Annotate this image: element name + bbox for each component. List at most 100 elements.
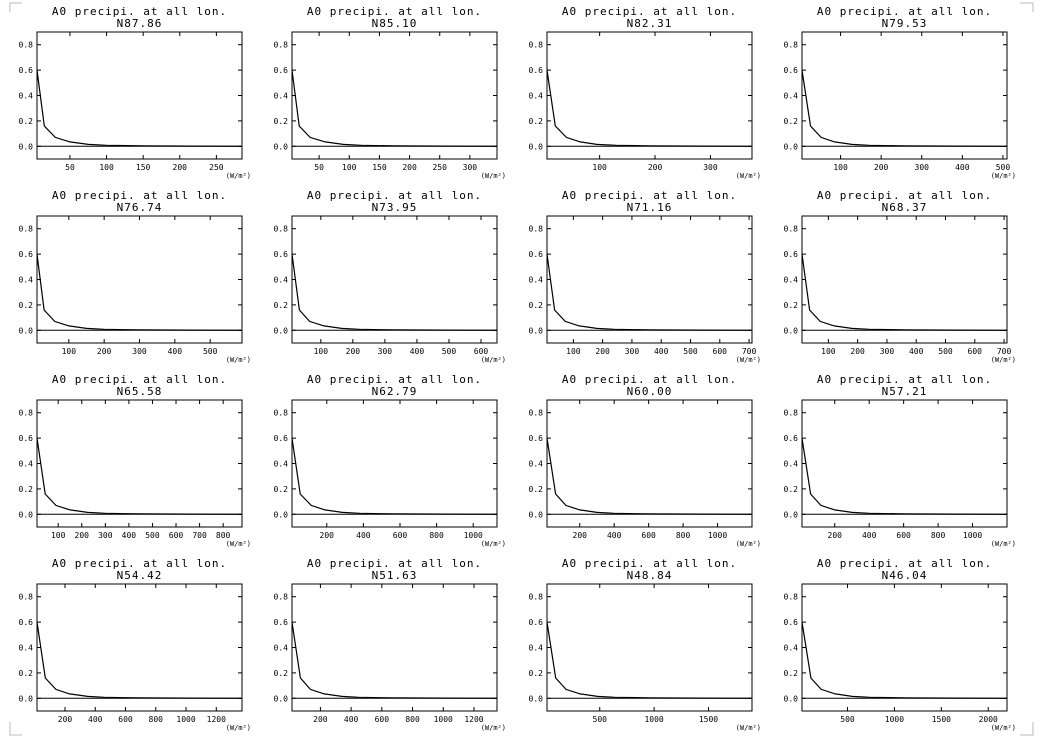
plot-frame — [546, 399, 753, 528]
plot-frame — [36, 215, 243, 344]
chart-title: A0 precipi. at all lon. — [307, 373, 482, 386]
y-tick-label: 0.0 — [784, 694, 799, 703]
x-tick-label: 300 — [98, 531, 113, 540]
x-tick-label: 400 — [356, 531, 371, 540]
y-tick-label: 0.6 — [274, 66, 289, 75]
plot-frame — [291, 399, 498, 528]
series-line — [801, 254, 1008, 331]
chart-subtitle: N85.10 — [372, 17, 418, 30]
y-tick-label: 0.6 — [529, 250, 544, 259]
y-tick-label: 0.2 — [19, 485, 34, 494]
x-tick-label: 100 — [566, 347, 581, 356]
chart-subtitle: N65.58 — [117, 385, 163, 398]
x-tick-label: 200 — [874, 163, 889, 172]
x-tick-label: 300 — [378, 347, 393, 356]
chart-panel: A0 precipi. at all lon.N71.16 0.0 0.2 0.4 0.… — [529, 189, 761, 364]
y-tick-label: 0.2 — [19, 301, 34, 310]
y-tick-label: 0.2 — [274, 669, 289, 678]
chart-title: A0 precipi. at all lon. — [562, 189, 737, 202]
x-tick-label: 600 — [896, 531, 911, 540]
series-line — [546, 70, 753, 147]
x-tick-label: 250 — [432, 163, 447, 172]
y-tick-label: 0.2 — [19, 117, 34, 126]
x-tick-label: 400 — [88, 715, 103, 724]
x-tick-label: 200 — [320, 531, 335, 540]
y-tick-label: 0.6 — [529, 434, 544, 443]
panels: A0 precipi. at all lon.N87.860.00.20.40.… — [19, 5, 1016, 732]
y-tick-label: 0.8 — [274, 41, 289, 50]
y-tick-label: 0.0 — [529, 326, 544, 335]
y-tick-label: 0.4 — [529, 644, 544, 653]
chart-panel: A0 precipi. at all lon.N57.21 0.0 0.2 0.4 0.… — [784, 373, 1016, 548]
plot-frame — [291, 215, 498, 344]
y-tick-label: 0.6 — [19, 618, 34, 627]
x-tick-label: 200 — [173, 163, 188, 172]
y-tick-label: 0.4 — [19, 276, 34, 285]
y-tick-label: 0.0 — [274, 694, 289, 703]
chart-title: A0 precipi. at all lon. — [52, 557, 227, 570]
x-tick-label: 300 — [703, 163, 718, 172]
x-unit-label: (W/m²) — [226, 540, 251, 548]
y-tick-label: 0.4 — [274, 276, 289, 285]
chart-title: A0 precipi. at all lon. — [562, 373, 737, 386]
chart-panel: A0 precipi. at all lon.N79.53 0.0 0.2 0.4 0.… — [784, 5, 1016, 180]
x-tick-label: 400 — [168, 347, 183, 356]
y-tick-label: 0.6 — [274, 250, 289, 259]
x-unit-label: (W/m²) — [736, 724, 761, 732]
series-line — [36, 438, 243, 515]
chart-subtitle: N79.53 — [882, 17, 928, 30]
chart-title: A0 precipi. at all lon. — [307, 5, 482, 18]
x-tick-label: 500 — [145, 531, 160, 540]
series-line — [291, 70, 498, 147]
x-tick-label: 100 — [314, 347, 329, 356]
x-tick-label: 500 — [683, 347, 698, 356]
y-tick-label: 0.2 — [529, 485, 544, 494]
x-unit-label: (W/m²) — [226, 356, 251, 364]
series-line — [801, 438, 1008, 515]
y-tick-label: 0.8 — [784, 593, 799, 602]
series-line — [546, 438, 753, 515]
x-tick-label: 400 — [654, 347, 669, 356]
y-tick-label: 0.4 — [784, 644, 799, 653]
y-tick-label: 0.8 — [274, 225, 289, 234]
x-tick-label: 600 — [169, 531, 184, 540]
plot-frame — [801, 31, 1008, 160]
y-tick-label: 0.6 — [784, 618, 799, 627]
x-tick-label: 600 — [375, 715, 390, 724]
series-line — [36, 70, 243, 147]
plot-frame — [36, 583, 243, 712]
x-tick-label: 200 — [828, 531, 843, 540]
y-tick-label: 0.8 — [274, 593, 289, 602]
x-tick-label: 300 — [880, 347, 895, 356]
x-tick-label: 700 — [192, 531, 207, 540]
chart-title: A0 precipi. at all lon. — [307, 189, 482, 202]
y-tick-label: 0.8 — [19, 225, 34, 234]
x-tick-label: 500 — [442, 347, 457, 356]
x-tick-label: 1000 — [176, 715, 195, 724]
chart-subtitle: N60.00 — [627, 385, 673, 398]
x-tick-label: 1500 — [699, 715, 718, 724]
chart-subtitle: N76.74 — [117, 201, 163, 214]
chart-subtitle: N48.84 — [627, 569, 673, 582]
y-tick-label: 0.2 — [784, 117, 799, 126]
x-tick-label: 800 — [429, 531, 444, 540]
y-tick-label: 0.4 — [529, 276, 544, 285]
y-tick-label: 0.8 — [784, 409, 799, 418]
x-unit-label: (W/m²) — [991, 540, 1016, 548]
y-tick-label: 0.0 — [529, 694, 544, 703]
y-tick-label: 0.6 — [784, 434, 799, 443]
y-tick-label: 0.4 — [19, 644, 34, 653]
y-tick-label: 0.4 — [784, 276, 799, 285]
x-tick-label: 50 — [65, 163, 75, 172]
x-tick-label: 50 — [314, 163, 324, 172]
chart-subtitle: N54.42 — [117, 569, 163, 582]
x-tick-label: 400 — [410, 347, 425, 356]
chart-title: A0 precipi. at all lon. — [817, 373, 992, 386]
x-tick-label: 100 — [99, 163, 114, 172]
y-tick-label: 0.4 — [529, 92, 544, 101]
x-tick-label: 500 — [593, 715, 608, 724]
y-tick-label: 0.0 — [784, 142, 799, 151]
x-tick-label: 2000 — [979, 715, 998, 724]
chart-panel: A0 precipi. at all lon.N54.42 0.0 0.2 0.4 0.… — [19, 557, 251, 732]
